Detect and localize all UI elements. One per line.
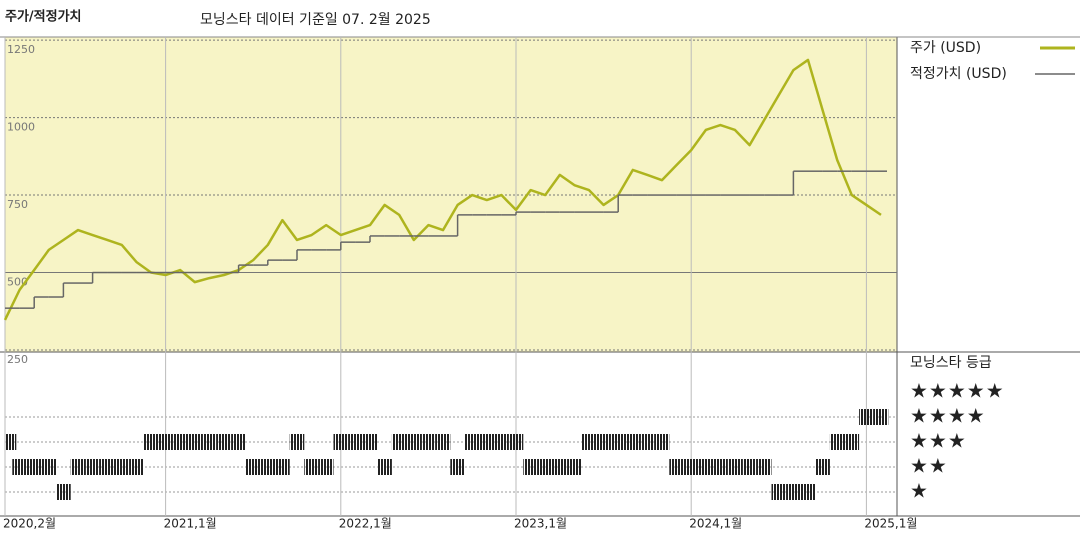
rating-block [844, 434, 860, 450]
rating-block [873, 409, 889, 425]
rating-block [187, 434, 203, 450]
rating-block [435, 434, 451, 450]
rating-block [304, 459, 319, 475]
rating-block [26, 459, 42, 475]
chart-subtitle: 모닝스타 데이터 기준일 07. 2월 2025 [200, 12, 431, 28]
rating-block [70, 459, 86, 475]
rating-label: ★ [910, 479, 929, 503]
rating-block [333, 434, 349, 450]
rating-block [318, 459, 334, 475]
rating-block [727, 459, 743, 475]
rating-block [756, 459, 772, 475]
rating-block [464, 434, 480, 450]
x-tick-label: 2021,1월 [164, 517, 217, 531]
rating-block [391, 434, 407, 450]
rating-block [202, 434, 217, 450]
rating-block [85, 459, 100, 475]
legend-label: 주가 (USD) [910, 40, 981, 56]
rating-label: ★★★★ [910, 404, 986, 428]
rating-block [41, 459, 57, 475]
rating-block [581, 434, 597, 450]
rating-block [800, 484, 816, 500]
rating-block [713, 459, 728, 475]
rating-block [12, 459, 27, 475]
rating-block [406, 434, 422, 450]
rating-block [99, 459, 115, 475]
rating-block [771, 484, 787, 500]
rating-label: ★★★ [910, 429, 967, 453]
rating-block [479, 434, 495, 450]
y-tick-label: 250 [7, 353, 28, 366]
rating-block [786, 484, 801, 500]
rating-block [552, 459, 568, 475]
rating-block [129, 459, 144, 475]
rating-block [494, 434, 509, 450]
rating-block [859, 409, 874, 425]
rating-block [596, 434, 611, 450]
rating-label: ★★ [910, 454, 948, 478]
rating-block [362, 434, 378, 450]
y-tick-label: 750 [7, 198, 28, 211]
rating-block [654, 434, 670, 450]
rating-block [742, 459, 757, 475]
rating-block [640, 434, 655, 450]
rating-block [567, 459, 582, 475]
x-tick-label: 2024,1월 [689, 517, 742, 531]
rating-block [815, 459, 830, 475]
rating-block [289, 434, 305, 450]
rating-block [245, 459, 261, 475]
rating-block [158, 434, 173, 450]
x-tick-label: 2020,2월 [3, 517, 56, 531]
rating-block [114, 459, 130, 475]
rating-block [698, 459, 714, 475]
rating-block [421, 434, 436, 450]
rating-block [216, 434, 232, 450]
legend-label: 적정가치 (USD) [910, 66, 1007, 82]
rating-block [523, 459, 538, 475]
rating-block [260, 459, 276, 475]
rating-block [377, 459, 392, 475]
rating-block [143, 434, 159, 450]
rating-block [669, 459, 684, 475]
rating-block [56, 484, 71, 500]
rating-block [348, 434, 363, 450]
rating-block [275, 459, 290, 475]
rating-label: ★★★★★ [910, 379, 1005, 403]
rating-block [829, 434, 845, 450]
rating-block [508, 434, 524, 450]
rating-block [172, 434, 188, 450]
rating-block [450, 459, 465, 475]
x-tick-label: 2025,1월 [864, 517, 917, 531]
rating-block [537, 459, 553, 475]
rating-block [5, 434, 17, 450]
rating-block [610, 434, 626, 450]
rating-block [625, 434, 641, 450]
x-tick-label: 2022,1월 [339, 517, 392, 531]
rating-block [231, 434, 246, 450]
x-tick-label: 2023,1월 [514, 517, 567, 531]
y-tick-label: 1250 [7, 43, 35, 56]
rating-block [683, 459, 699, 475]
y-tick-label: 1000 [7, 121, 35, 134]
rating-title: 모닝스타 등급 [910, 355, 992, 371]
chart-title: 주가/적정가치 [5, 9, 82, 25]
